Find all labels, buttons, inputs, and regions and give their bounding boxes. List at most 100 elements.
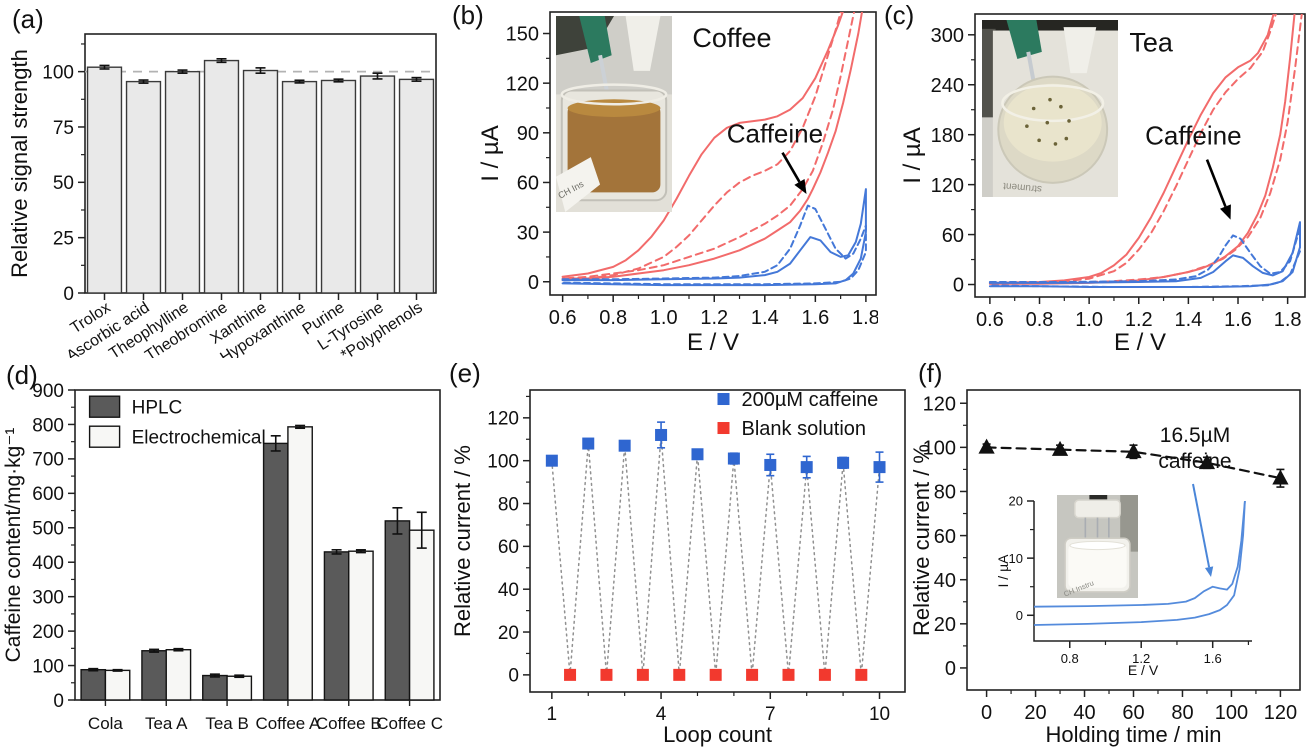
svg-text:100: 100 xyxy=(923,438,956,460)
svg-text:4: 4 xyxy=(656,704,667,725)
svg-text:1.8: 1.8 xyxy=(852,307,878,329)
panel-b-label: (b) xyxy=(452,0,484,30)
svg-text:180: 180 xyxy=(931,125,964,147)
svg-text:500: 500 xyxy=(32,519,64,540)
svg-text:Caffeine content/mg·kg⁻¹: Caffeine content/mg·kg⁻¹ xyxy=(2,428,25,663)
svg-text:1.6: 1.6 xyxy=(801,307,829,329)
chart-repeatability-scatter: 0 20 40 60 80 100 120 1 4 7 10 Relative current / %… xyxy=(450,389,906,747)
svg-text:1.4: 1.4 xyxy=(1174,309,1202,331)
svg-text:0: 0 xyxy=(508,666,519,687)
svg-text:0.8: 0.8 xyxy=(1026,309,1054,331)
panel-a: (a) 0 25 50 75 100 Relative signal strength Tr… xyxy=(0,0,440,358)
svg-text:Caffeine: Caffeine xyxy=(727,119,823,149)
svg-text:10: 10 xyxy=(1009,551,1023,566)
svg-text:100: 100 xyxy=(32,656,64,677)
svg-text:120: 120 xyxy=(487,409,519,430)
svg-text:Cola: Cola xyxy=(88,714,124,733)
svg-text:E / V: E / V xyxy=(1128,662,1159,678)
svg-text:Coffee: Coffee xyxy=(692,23,771,53)
svg-text:100: 100 xyxy=(487,452,519,473)
svg-text:900: 900 xyxy=(32,381,64,402)
svg-text:75: 75 xyxy=(53,118,74,139)
svg-text:I / µA: I / µA xyxy=(899,127,926,184)
svg-text:800: 800 xyxy=(32,415,64,436)
svg-text:90: 90 xyxy=(517,123,539,145)
svg-text:80: 80 xyxy=(498,494,519,515)
svg-text:Relative signal strength: Relative signal strength xyxy=(7,49,32,278)
svg-text:240: 240 xyxy=(931,75,964,97)
panel-f-label: (f) xyxy=(918,358,943,388)
panel-d-label: (d) xyxy=(6,360,38,390)
panel-e-label: (e) xyxy=(449,358,481,388)
chart-tea-voltammogram: 0 60 120 180 240 300 0.6 0.8 1.0 1.2 1.4 1.6 1.8 I / … xyxy=(899,13,1306,356)
svg-text:1.0: 1.0 xyxy=(1075,309,1103,331)
svg-text:Tea: Tea xyxy=(1129,27,1174,57)
svg-text:Relative current / %: Relative current / % xyxy=(910,444,934,636)
svg-text:I / µA: I / µA xyxy=(477,125,504,182)
svg-text:100: 100 xyxy=(42,62,74,83)
svg-text:0: 0 xyxy=(1016,608,1023,623)
svg-text:Relative current / %: Relative current / % xyxy=(450,445,475,637)
svg-text:60: 60 xyxy=(1122,702,1144,724)
svg-text:0: 0 xyxy=(63,284,74,305)
svg-text:0.8: 0.8 xyxy=(1061,651,1079,666)
svg-text:150: 150 xyxy=(506,24,539,46)
svg-text:80: 80 xyxy=(1171,702,1193,724)
svg-text:40: 40 xyxy=(934,570,956,592)
svg-text:E / V: E / V xyxy=(1114,329,1166,356)
svg-text:400: 400 xyxy=(32,553,64,574)
svg-text:30: 30 xyxy=(517,222,539,244)
svg-text:20: 20 xyxy=(1024,702,1046,724)
svg-text:Loop count: Loop count xyxy=(663,722,772,747)
panel-c-label: (c) xyxy=(884,0,915,30)
svg-text:1.6: 1.6 xyxy=(1204,651,1222,666)
panel-d: (d) 0 100 200 300 400 500 600 700 800 900 Caffeine… xyxy=(0,358,445,750)
svg-text:200µM caffeine: 200µM caffeine xyxy=(742,389,879,411)
svg-text:300: 300 xyxy=(32,588,64,609)
panel-e: (e) 0 20 40 60 80 100 120 1 4 7 10 Relative current… xyxy=(445,358,910,750)
svg-text:I / µA: I / µA xyxy=(995,554,1011,588)
svg-text:120: 120 xyxy=(506,73,539,95)
svg-text:0: 0 xyxy=(953,275,964,297)
svg-text:Holding time / min: Holding time / min xyxy=(1045,722,1221,747)
svg-text:60: 60 xyxy=(498,537,519,558)
svg-text:Coffee A: Coffee A xyxy=(255,714,321,733)
svg-text:Coffee B: Coffee B xyxy=(316,714,382,733)
svg-text:Tea A: Tea A xyxy=(145,714,188,733)
svg-text:600: 600 xyxy=(32,484,64,505)
svg-text:20: 20 xyxy=(934,614,956,636)
svg-text:20: 20 xyxy=(498,623,519,644)
svg-text:1.8: 1.8 xyxy=(1274,309,1302,331)
svg-text:1: 1 xyxy=(547,704,558,725)
svg-text:120: 120 xyxy=(923,393,956,415)
svg-text:Electrochemical: Electrochemical xyxy=(132,428,266,449)
svg-text:40: 40 xyxy=(1073,702,1095,724)
svg-text:0: 0 xyxy=(981,702,992,724)
svg-text:300: 300 xyxy=(931,25,964,47)
svg-text:1.6: 1.6 xyxy=(1224,309,1252,331)
chart-caffeine-content-bars: 0 100 200 300 400 500 600 700 800 900 Caffeine con… xyxy=(2,381,443,733)
svg-text:0: 0 xyxy=(528,272,539,294)
svg-text:7: 7 xyxy=(765,704,776,725)
panel-c: (c) 0 60 120 180 240 300 0.6 0.8 1.0 1.2 1.4 1.6 1.8… xyxy=(878,0,1311,358)
svg-text:25: 25 xyxy=(53,228,74,249)
svg-text:0: 0 xyxy=(945,658,956,680)
svg-text:40: 40 xyxy=(498,580,519,601)
panel-a-label: (a) xyxy=(12,4,44,34)
svg-text:Coffee C: Coffee C xyxy=(376,714,443,733)
svg-text:200: 200 xyxy=(32,622,64,643)
svg-text:1.4: 1.4 xyxy=(751,307,779,329)
svg-text:1.2: 1.2 xyxy=(1132,651,1150,666)
svg-text:60: 60 xyxy=(517,173,539,195)
svg-text:strument: strument xyxy=(1003,180,1043,194)
svg-text:1.0: 1.0 xyxy=(650,307,678,329)
svg-text:80: 80 xyxy=(934,482,956,504)
svg-text:Caffeine: Caffeine xyxy=(1145,121,1241,151)
svg-text:0.6: 0.6 xyxy=(549,307,577,329)
svg-text:50: 50 xyxy=(53,173,74,194)
svg-text:100: 100 xyxy=(1215,702,1248,724)
panel-f: (f) 0 20 40 60 80 100 120 0 20 40 60 80 100 120 Relati… xyxy=(910,358,1311,750)
svg-text:Blank solution: Blank solution xyxy=(742,418,867,440)
